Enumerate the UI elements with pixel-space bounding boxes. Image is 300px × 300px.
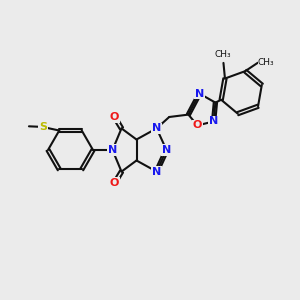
Text: N: N: [162, 145, 171, 155]
Text: CH₃: CH₃: [258, 58, 274, 67]
Text: O: O: [193, 120, 202, 130]
Text: N: N: [108, 145, 117, 155]
Text: O: O: [110, 178, 119, 188]
Text: CH₃: CH₃: [214, 50, 231, 59]
Text: O: O: [110, 112, 119, 122]
Text: N: N: [209, 116, 218, 127]
Text: N: N: [152, 167, 161, 177]
Text: S: S: [39, 122, 47, 132]
Text: N: N: [152, 123, 161, 134]
Text: N: N: [195, 88, 204, 99]
